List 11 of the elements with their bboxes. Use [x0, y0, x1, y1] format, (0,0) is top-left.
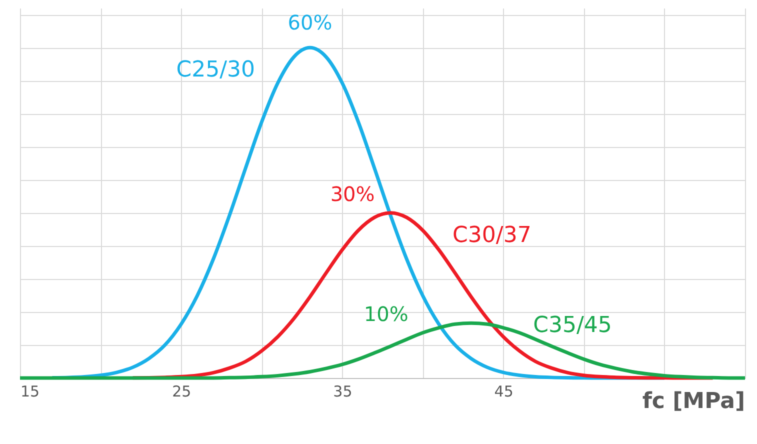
series-label: C35/45 — [533, 313, 612, 338]
series-label: C25/30 — [176, 58, 255, 83]
series-label: C30/37 — [452, 222, 532, 248]
x-axis-title: fc [MPa] — [642, 389, 745, 414]
annotation: 30% — [330, 182, 375, 206]
annotation: 10% — [364, 302, 408, 326]
x-tick-label: 25 — [172, 382, 192, 400]
text: 60% — [288, 10, 332, 35]
x-tick-label: 45 — [494, 382, 514, 400]
x-tick-label: 15 — [20, 382, 40, 400]
x-tick-label: 35 — [333, 382, 352, 400]
